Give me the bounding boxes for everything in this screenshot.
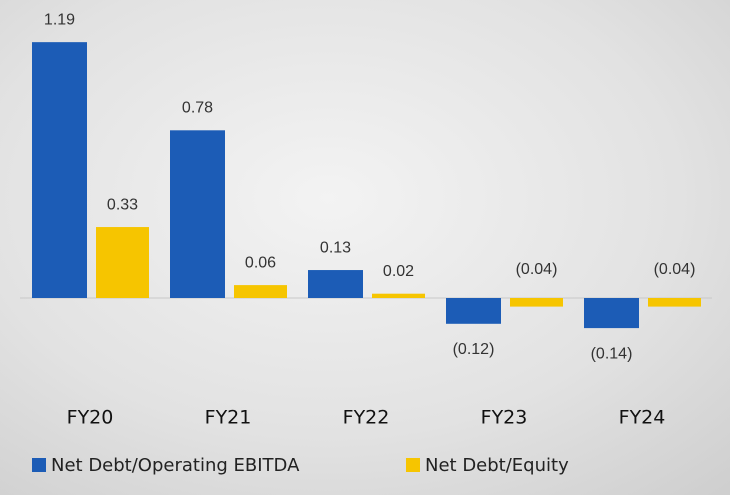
legend-label: Net Debt/Operating EBITDA bbox=[51, 455, 300, 476]
value-label: 0.06 bbox=[245, 254, 276, 271]
value-label: 0.33 bbox=[107, 196, 138, 213]
value-label: (0.04) bbox=[654, 261, 696, 278]
legend-swatch bbox=[406, 458, 420, 472]
value-label: 0.78 bbox=[182, 100, 213, 117]
value-label: 1.19 bbox=[44, 11, 75, 28]
legend-swatch bbox=[32, 458, 46, 472]
bar bbox=[96, 227, 149, 298]
bar bbox=[372, 293, 425, 298]
x-tick-label: FY21 bbox=[205, 407, 252, 429]
bar bbox=[170, 130, 225, 298]
value-label: 0.13 bbox=[320, 239, 351, 256]
value-label: 0.02 bbox=[383, 263, 414, 280]
bar bbox=[584, 298, 639, 329]
bar bbox=[510, 298, 563, 307]
x-tick-label: FY20 bbox=[67, 407, 114, 429]
legend-label: Net Debt/Equity bbox=[425, 455, 569, 476]
x-tick-label: FY24 bbox=[619, 407, 666, 429]
value-label: (0.04) bbox=[516, 261, 558, 278]
bar bbox=[32, 42, 87, 299]
bar bbox=[234, 285, 287, 298]
bar bbox=[648, 298, 701, 307]
value-label: (0.12) bbox=[453, 341, 495, 358]
bar bbox=[308, 270, 363, 298]
bar bbox=[446, 298, 501, 324]
x-tick-label: FY22 bbox=[343, 407, 390, 429]
x-tick-label: FY23 bbox=[481, 407, 528, 429]
value-label: (0.14) bbox=[591, 345, 633, 362]
